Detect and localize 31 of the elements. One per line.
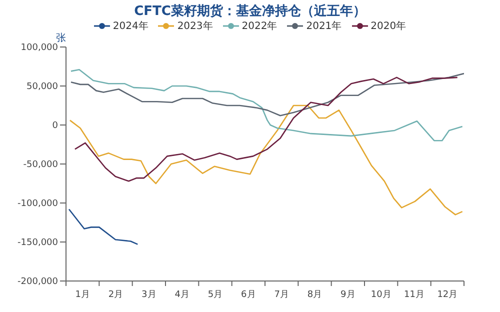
- legend-label: 2020年: [370, 20, 406, 33]
- x-tick-label: 3月: [142, 290, 156, 300]
- y-tick-label: -150,000: [18, 238, 58, 248]
- y-tick-label: 100,000: [20, 43, 58, 54]
- x-tick-label: 9月: [340, 290, 356, 300]
- line-series: [68, 208, 138, 245]
- line-series: [70, 68, 463, 142]
- y-tick-label: -100,000: [18, 199, 58, 210]
- x-tick-label: 2月: [108, 290, 124, 300]
- x-tick-label: 11月: [404, 290, 424, 300]
- line-series: [74, 76, 458, 182]
- x-tick-label: 6月: [241, 290, 256, 300]
- legend-label: 2024年: [112, 20, 148, 33]
- x-tick-label: 5月: [208, 290, 223, 300]
- chart-title: CFTC菜籽期货：基金净持仓（近五年）: [133, 3, 367, 19]
- x-tick-label: 12月: [437, 290, 458, 300]
- y-axis-title: 张: [56, 32, 66, 44]
- x-tick-label: 8月: [307, 290, 322, 300]
- y-tick-label: 0: [52, 121, 58, 132]
- legend-label: 2023年: [176, 20, 213, 33]
- y-tick-label: 50,000: [26, 82, 58, 92]
- y-tick-label: -200,000: [18, 277, 58, 288]
- x-tick-label: 7月: [274, 290, 289, 300]
- line-series: [69, 104, 463, 216]
- x-tick-label: 1月: [75, 290, 90, 300]
- x-tick-label: 10月: [370, 290, 392, 300]
- line-series: [70, 72, 464, 116]
- legend-label: 2021年: [305, 20, 342, 33]
- x-tick-label: 4月: [174, 290, 190, 300]
- legend-label: 2022年: [240, 20, 278, 33]
- y-tick-label: -50,000: [23, 160, 58, 170]
